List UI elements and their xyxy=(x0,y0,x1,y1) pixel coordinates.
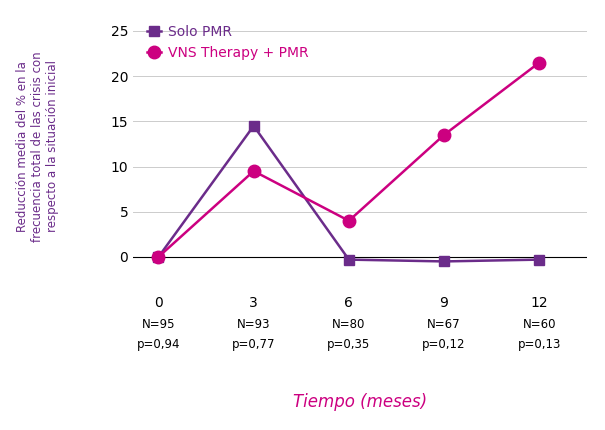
Text: N=67: N=67 xyxy=(427,318,461,332)
Text: 12: 12 xyxy=(531,296,548,310)
Solo PMR xyxy=(250,123,257,129)
Text: N=60: N=60 xyxy=(523,318,556,332)
Text: N=93: N=93 xyxy=(237,318,270,332)
Text: p=0,13: p=0,13 xyxy=(517,338,561,351)
Text: 0: 0 xyxy=(154,296,163,310)
Solo PMR xyxy=(345,257,353,262)
VNS Therapy + PMR xyxy=(535,60,543,65)
Legend: Solo PMR, VNS Therapy + PMR: Solo PMR, VNS Therapy + PMR xyxy=(145,22,312,63)
Text: 6: 6 xyxy=(344,296,353,310)
Text: Reducción media del % en la
frecuencia total de las crisis con
respecto a la sit: Reducción media del % en la frecuencia t… xyxy=(16,51,59,242)
VNS Therapy + PMR xyxy=(155,254,162,259)
Solo PMR xyxy=(155,254,162,259)
Line: Solo PMR: Solo PMR xyxy=(154,121,544,266)
Solo PMR xyxy=(535,257,543,262)
Text: p=0,77: p=0,77 xyxy=(232,338,275,351)
VNS Therapy + PMR xyxy=(440,132,448,138)
Text: Tiempo (meses): Tiempo (meses) xyxy=(293,393,427,411)
Text: N=80: N=80 xyxy=(332,318,365,332)
Text: N=95: N=95 xyxy=(142,318,175,332)
Text: 9: 9 xyxy=(440,296,448,310)
Line: VNS Therapy + PMR: VNS Therapy + PMR xyxy=(152,56,546,263)
Solo PMR xyxy=(440,259,448,264)
Text: 3: 3 xyxy=(249,296,258,310)
Text: p=0,35: p=0,35 xyxy=(327,338,370,351)
Text: p=0,94: p=0,94 xyxy=(137,338,180,351)
Text: p=0,12: p=0,12 xyxy=(422,338,466,351)
VNS Therapy + PMR xyxy=(345,218,353,223)
VNS Therapy + PMR xyxy=(250,169,257,174)
